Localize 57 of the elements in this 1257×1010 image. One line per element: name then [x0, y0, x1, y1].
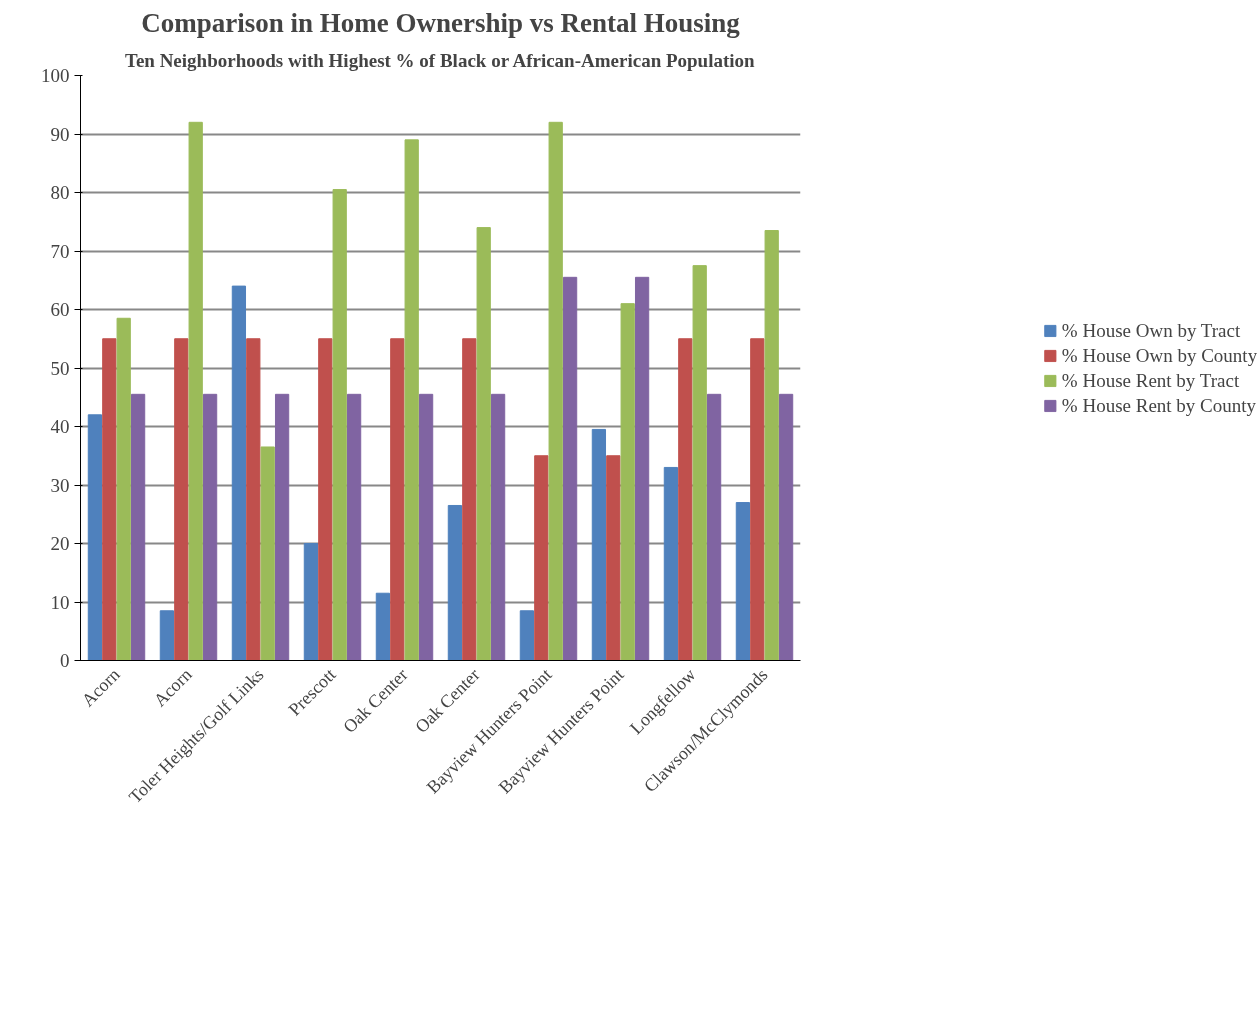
- legend-label: % House Rent by Tract: [1061, 369, 1240, 391]
- bar: [260, 446, 275, 661]
- bar: [591, 428, 607, 661]
- y-tick-label: 100: [41, 65, 70, 86]
- y-tick-label: 40: [50, 416, 70, 437]
- bar: [750, 338, 765, 661]
- bar: [274, 393, 290, 661]
- bar: [534, 455, 549, 661]
- bar: [231, 285, 247, 661]
- bar: [418, 393, 434, 661]
- bar: [620, 303, 635, 661]
- legend-label: % House Rent by County: [1061, 394, 1257, 416]
- bar: [332, 189, 347, 661]
- bar: [476, 227, 491, 661]
- chart-title: Comparison in Home Ownership vs Rental Housing: [141, 7, 741, 38]
- bar: [706, 393, 722, 661]
- chart-subtitle: Ten Neighborhoods with Highest % of Black or African-American Population: [124, 49, 756, 71]
- bar: [764, 230, 779, 661]
- bar: [390, 338, 405, 661]
- y-tick-label: 80: [50, 182, 70, 203]
- y-tick-label: 50: [50, 357, 70, 379]
- bar: [346, 393, 362, 661]
- bar: [188, 121, 203, 661]
- bar: [519, 610, 535, 661]
- legend-label: % House Own by Tract: [1061, 319, 1241, 341]
- y-tick-label: 10: [50, 591, 70, 613]
- y-tick-label: 30: [50, 474, 70, 496]
- y-tick-label: 60: [50, 299, 70, 320]
- y-tick-label: 20: [50, 533, 70, 554]
- y-tick-label: 0: [60, 650, 70, 671]
- bar: [548, 121, 563, 661]
- bar: [462, 338, 477, 661]
- bar: [102, 338, 117, 661]
- bar: [159, 610, 175, 661]
- bar: [116, 317, 131, 661]
- bar: [202, 393, 218, 661]
- bar: [490, 393, 506, 661]
- bar: [130, 393, 146, 661]
- bar: [404, 139, 419, 661]
- bar: [634, 276, 650, 661]
- bar: [663, 466, 679, 661]
- bar: [303, 543, 319, 661]
- bar: [778, 393, 794, 661]
- y-tick-label: 90: [50, 123, 70, 145]
- bar: [174, 338, 189, 661]
- legend-label: % House Own by County: [1061, 344, 1257, 366]
- bar: [606, 455, 621, 661]
- bar: [678, 338, 693, 661]
- y-tick-label: 70: [50, 240, 70, 262]
- bar: [375, 592, 391, 661]
- bar: [562, 276, 578, 661]
- bar: [735, 502, 751, 661]
- bar: [447, 504, 463, 661]
- bar: [87, 414, 103, 661]
- bar: [692, 265, 707, 661]
- bar: [246, 338, 261, 661]
- bar: [318, 338, 333, 661]
